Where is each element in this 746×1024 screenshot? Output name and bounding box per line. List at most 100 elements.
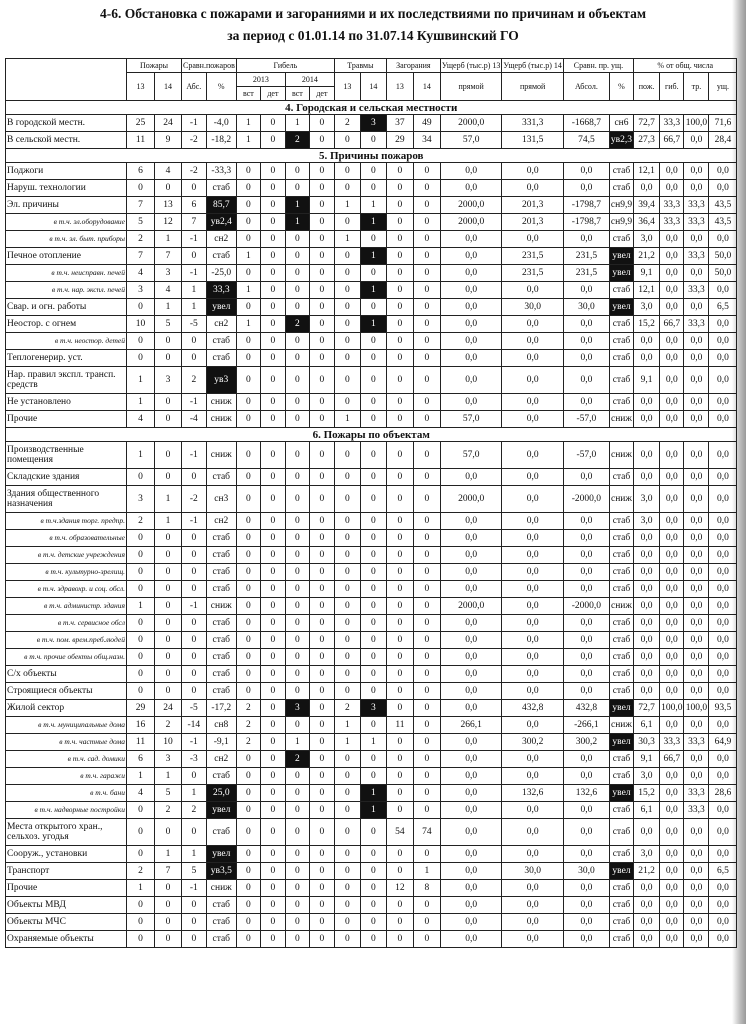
table-cell: 0,0	[659, 818, 685, 846]
row-label: в т.ч. культурно-зрелищ.	[5, 563, 127, 581]
table-cell: -1	[181, 264, 207, 282]
table-cell: 0	[385, 784, 414, 802]
table-cell: 0,0	[659, 862, 685, 880]
table-cell: 2	[154, 801, 182, 819]
table-cell: 1	[181, 281, 207, 299]
table-cell: 0,0	[683, 131, 710, 149]
table-cell: -18,2	[205, 131, 237, 149]
table-cell: 0	[333, 441, 361, 469]
table-cell: 0,0	[708, 896, 738, 914]
table-cell: 0,0	[501, 315, 564, 333]
table-cell: 6	[126, 750, 155, 768]
table-cell: 28,6	[708, 784, 738, 802]
table-row: Теплогенерир. уст. 0 0 0 стаб 0 0 0 0 0 0 0 0 0,0 0,0 0…	[5, 349, 738, 367]
table-cell: 0,0	[708, 546, 738, 564]
row-label: Места открытого хран., сельхоз. угодья	[5, 818, 127, 846]
table-cell: 0	[412, 366, 441, 394]
table-cell: 1	[333, 716, 361, 734]
table-cell: 1	[235, 281, 261, 299]
header-abs: Абс.	[181, 72, 207, 101]
table-cell: 0	[235, 563, 261, 581]
table-cell: 0,0	[439, 298, 503, 316]
table-cell: 30,0	[562, 298, 610, 316]
table-cell: 0,0	[683, 879, 710, 897]
table-cell: 33,3	[659, 733, 685, 751]
table-cell: 0	[235, 441, 261, 469]
table-cell: 0	[412, 580, 441, 598]
table-cell: 0	[154, 614, 182, 632]
table-cell: ув2,3	[608, 131, 635, 149]
table-cell: 11	[385, 716, 414, 734]
table-cell: стаб	[205, 913, 237, 931]
table-cell: 0	[181, 648, 207, 666]
table-cell: 0,0	[439, 845, 503, 863]
header-share: % от общ. числа	[633, 58, 738, 73]
table-cell: 27,3	[633, 131, 661, 149]
table-cell: 0	[308, 563, 335, 581]
table-cell: 0,0	[708, 230, 738, 248]
table-cell: увел	[205, 845, 237, 863]
table-cell: 0	[333, 767, 361, 785]
table-cell: 0	[385, 230, 414, 248]
table-cell: сниж	[608, 441, 635, 469]
table-cell: 0	[284, 546, 310, 564]
table-cell: 0,0	[683, 410, 710, 428]
table-cell: 0,0	[562, 913, 610, 931]
table-cell: стаб	[608, 767, 635, 785]
table-cell: 0	[181, 896, 207, 914]
table-cell: 0	[385, 733, 414, 751]
table-cell: 1	[126, 879, 155, 897]
table-cell: 0	[308, 546, 335, 564]
table-cell: 0	[308, 862, 335, 880]
table-cell: 0	[308, 230, 335, 248]
header-damage13: Ущерб (тыс.р) 13	[439, 58, 503, 73]
table-cell: 0,0	[633, 631, 661, 649]
table-cell: 132,6	[562, 784, 610, 802]
table-cell: 0,0	[562, 818, 610, 846]
table-cell: 0,0	[501, 230, 564, 248]
table-cell: 0	[412, 196, 441, 214]
table-cell: 0,0	[562, 580, 610, 598]
table-cell: -1	[181, 733, 207, 751]
table-cell: 0	[385, 913, 414, 931]
table-cell: стаб	[608, 281, 635, 299]
table-cell: 0	[385, 393, 414, 411]
table-cell: 0	[284, 410, 310, 428]
table-cell: 0	[126, 349, 155, 367]
table-cell: 0,0	[683, 597, 710, 615]
table-cell: 0,0	[659, 784, 685, 802]
table-cell: 0	[284, 332, 310, 350]
table-cell: 0	[235, 264, 261, 282]
table-cell: 0	[333, 264, 361, 282]
table-row: Складские здания 0 0 0 стаб 0 0 0 0 0 0 0 0 0,0 0,0 0,0…	[5, 468, 738, 486]
table-cell: 0	[359, 441, 387, 469]
table-cell: 0	[284, 230, 310, 248]
row-label: В сельской местн.	[5, 131, 127, 149]
table-cell: 0	[259, 213, 286, 231]
table-cell: 0	[181, 580, 207, 598]
table-cell: 0	[259, 393, 286, 411]
table-cell: 74	[412, 818, 441, 846]
table-cell: 0	[412, 733, 441, 751]
table-cell: 0,0	[708, 818, 738, 846]
table-cell: 0,0	[562, 512, 610, 530]
table-cell: 0	[333, 529, 361, 547]
table-cell: 0	[284, 665, 310, 683]
table-cell: стаб	[205, 682, 237, 700]
table-cell: 0	[359, 862, 387, 880]
header-injuries: Травмы	[333, 58, 387, 73]
table-cell: 0	[259, 529, 286, 547]
table-cell: 0	[154, 179, 182, 197]
table-cell: 0	[412, 614, 441, 632]
table-cell: 1	[284, 733, 310, 751]
table-cell: 0	[412, 845, 441, 863]
table-cell: 0	[308, 332, 335, 350]
table-cell: 0	[412, 393, 441, 411]
table-cell: 0	[235, 485, 261, 513]
table-cell: 0	[308, 801, 335, 819]
table-cell: 0	[308, 298, 335, 316]
table-cell: 30,3	[633, 733, 661, 751]
table-cell: 0	[412, 298, 441, 316]
table-cell: 0,0	[659, 801, 685, 819]
table-cell: 0	[385, 648, 414, 666]
